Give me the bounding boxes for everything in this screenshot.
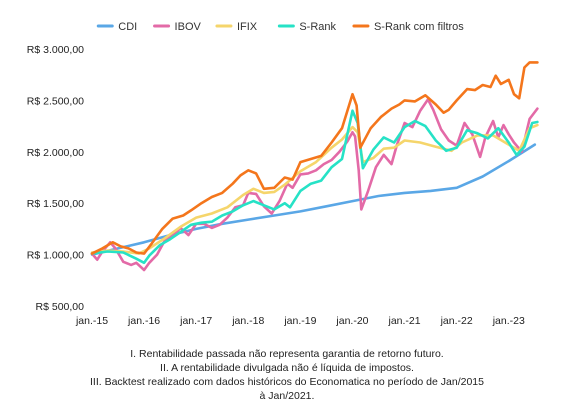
y-tick-label: R$ 500,00: [36, 301, 85, 313]
x-axis-ticks: jan.-15 jan.-16 jan.-17 jan.-18 jan.-19 jan.-…: [75, 315, 525, 327]
x-tick-label: jan.-22: [440, 315, 473, 327]
footnote-3: III. Backtest realizado com dados histór…: [90, 376, 484, 388]
x-tick-label: jan.-15: [75, 315, 108, 327]
legend-label: S-Rank: [299, 21, 336, 33]
series-line-cdi: [90, 143, 537, 256]
legend-item: S-Rank com filtros: [352, 21, 464, 33]
legend-item: IBOV: [153, 21, 202, 33]
y-tick-label: R$ 2.000,00: [27, 147, 84, 159]
x-tick-label: jan.-20: [335, 315, 368, 327]
y-tick-label: R$ 1.000,00: [27, 250, 84, 262]
series-line-ifix: [90, 123, 539, 255]
x-tick-label: jan.-21: [388, 315, 421, 327]
legend-item: IFIX: [215, 21, 258, 33]
legend-label: IFIX: [237, 21, 258, 33]
y-tick-label: R$ 3.000,00: [27, 44, 84, 56]
series-line-s-rank: [90, 109, 539, 265]
legend-item: CDI: [96, 21, 137, 33]
legend-item: S-Rank: [277, 21, 337, 33]
footnote-1: I. Rentabilidade passada não representa …: [130, 348, 444, 360]
x-tick-label: jan.-16: [127, 315, 160, 327]
y-axis-ticks: R$ 500,00 R$ 1.000,00 R$ 1.500,00 R$ 2.000,…: [27, 44, 84, 313]
x-tick-label: jan.-19: [283, 315, 316, 327]
legend-label: S-Rank com filtros: [374, 21, 464, 33]
x-tick-label: jan.-17: [179, 315, 212, 327]
y-tick-label: R$ 2.500,00: [27, 95, 84, 107]
footnote-4: à Jan/2021.: [259, 390, 315, 402]
line-chart: CDI IBOV IFIX S-Rank S-Rank com filtros R$ 5…: [27, 21, 539, 327]
x-tick-label: jan.-23: [492, 315, 525, 327]
footnotes: I. Rentabilidade passada não representa …: [0, 347, 574, 403]
x-tick-label: jan.-18: [231, 315, 264, 327]
legend-label: CDI: [118, 21, 137, 33]
legend-label: IBOV: [175, 21, 202, 33]
series-line-s-rank-com-filtros: [90, 61, 539, 255]
plot-area: [90, 61, 539, 272]
y-tick-label: R$ 1.500,00: [27, 198, 84, 210]
footnote-2: II. A rentabilidade divulgada não é líqu…: [160, 362, 414, 374]
chart-legend: CDI IBOV IFIX S-Rank S-Rank com filtros: [96, 21, 464, 33]
